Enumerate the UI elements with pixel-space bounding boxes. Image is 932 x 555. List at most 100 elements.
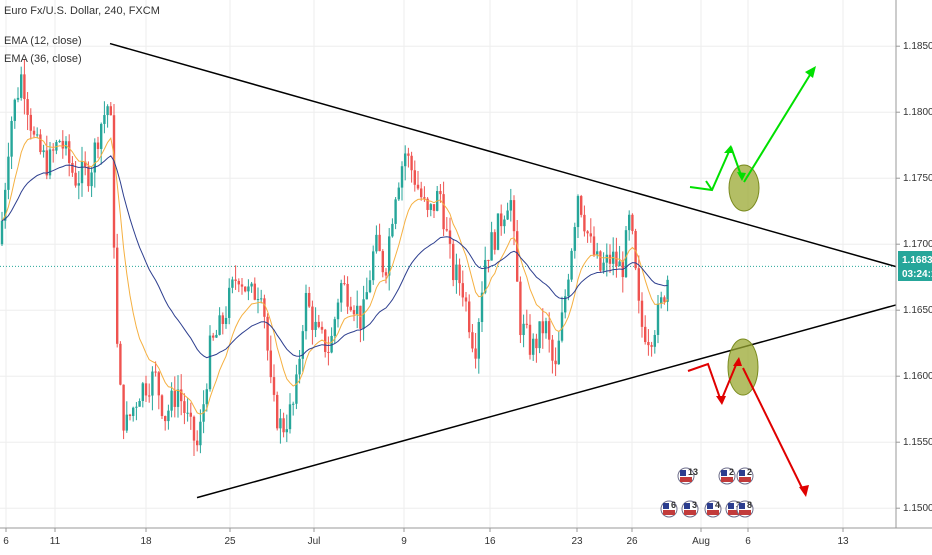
candle-body — [477, 322, 480, 359]
candle-body — [167, 410, 170, 422]
candle-body — [330, 335, 333, 353]
candle-body — [103, 115, 106, 124]
candle-body — [237, 280, 240, 285]
flag-canton-icon — [684, 503, 690, 509]
calendar-event-count: 2 — [747, 467, 752, 477]
flag-stripe-icon — [721, 477, 733, 482]
candle-body — [557, 340, 560, 365]
y-tick-label: 1.15500 — [903, 437, 932, 448]
candle-body — [343, 283, 346, 285]
legend-ema-fast[interactable]: EMA (12, close) — [4, 35, 82, 47]
candle-body — [368, 280, 372, 293]
candle-body — [608, 254, 612, 264]
candle-body — [573, 227, 576, 251]
candle-body — [186, 412, 189, 414]
candle-body — [90, 172, 93, 187]
candle-body — [10, 120, 13, 157]
candle-body — [618, 261, 621, 267]
candle-body — [592, 236, 596, 255]
candle-body — [394, 199, 397, 224]
candle-body — [208, 335, 212, 390]
candle-body — [279, 418, 282, 429]
candle-body — [39, 134, 42, 153]
calendar-event-count: 4 — [715, 500, 720, 510]
x-tick-label: 25 — [224, 536, 236, 547]
candle-body — [461, 283, 464, 298]
candle-body — [535, 338, 538, 349]
candle-body — [192, 416, 196, 441]
y-axis[interactable]: 1.18500 1.18000 1.17500 1.17000 1.16500 1.160… — [896, 41, 932, 514]
candle-body — [503, 219, 506, 227]
candle-body — [100, 123, 103, 149]
candle-body — [301, 331, 304, 359]
candle-body — [378, 234, 381, 252]
candle-body — [458, 264, 461, 284]
calendar-event-badge: 3 — [681, 500, 699, 518]
candle-body — [266, 316, 269, 351]
candle-body — [391, 223, 394, 237]
calendar-event-count: 2 — [729, 467, 734, 477]
legend-ema-slow[interactable]: EMA (36, close) — [4, 53, 82, 65]
candle-body — [308, 292, 311, 307]
candle-body — [205, 389, 208, 405]
candle-body — [640, 300, 644, 327]
candle-body — [439, 191, 442, 195]
candle-body — [327, 351, 330, 353]
calendar-badges: 132263438 — [660, 467, 754, 518]
candle-body — [426, 198, 429, 210]
candle-body — [413, 170, 416, 185]
legend-symbol[interactable]: Euro Fx/U.S. Dollar, 240, FXCM — [4, 5, 160, 17]
candle-body — [176, 389, 180, 407]
candle-body — [663, 297, 666, 302]
candle-body — [525, 323, 528, 325]
candle-body — [285, 429, 288, 433]
candle-body — [324, 329, 327, 352]
candle-body — [151, 371, 154, 396]
candle-body — [253, 283, 256, 300]
flag-canton-icon — [728, 503, 734, 509]
candle-body — [64, 141, 68, 149]
candle-body — [311, 306, 314, 330]
candle-body — [544, 321, 548, 334]
candle-body — [624, 230, 628, 278]
candle-body — [80, 161, 84, 184]
candle-body — [221, 315, 224, 324]
x-axis[interactable]: 6 11 18 25 Jul 9 16 23 26 Aug 6 13 — [3, 528, 849, 547]
x-tick-label: 13 — [837, 536, 849, 547]
candle-body — [468, 301, 471, 333]
candle-body — [263, 298, 266, 317]
candle-body — [128, 414, 132, 416]
candle-body — [183, 401, 186, 413]
candle-body — [74, 172, 77, 186]
candle-body — [148, 395, 151, 397]
candle-body — [23, 74, 26, 100]
breakout-ellipse-lower — [727, 338, 759, 396]
lower-trendline — [196, 304, 897, 499]
candle-body — [420, 188, 423, 198]
flag-canton-icon — [721, 470, 727, 476]
candle-body — [532, 338, 535, 355]
candle-body — [567, 279, 570, 297]
candle-body — [634, 230, 637, 269]
candle-body — [352, 310, 356, 315]
drawings — [109, 42, 897, 499]
candle-body — [48, 149, 52, 176]
candle-body — [141, 383, 144, 402]
x-tick-label: 18 — [140, 536, 152, 547]
calendar-event-count: 8 — [747, 500, 752, 510]
calendar-event-badge: 6 — [660, 500, 678, 518]
candle-body — [519, 281, 522, 336]
candle-body — [244, 286, 247, 292]
candle-body — [180, 389, 183, 402]
y-tick-label: 1.17000 — [903, 239, 932, 250]
candle-body — [71, 163, 74, 173]
candle-body — [32, 130, 36, 135]
candle-body — [173, 390, 176, 407]
calendar-event-badge: 2 — [736, 467, 754, 485]
candle-body — [138, 401, 141, 407]
candle-body — [384, 272, 388, 276]
candle-body — [583, 214, 586, 232]
candle-body — [13, 99, 16, 121]
candle-body — [429, 204, 432, 210]
